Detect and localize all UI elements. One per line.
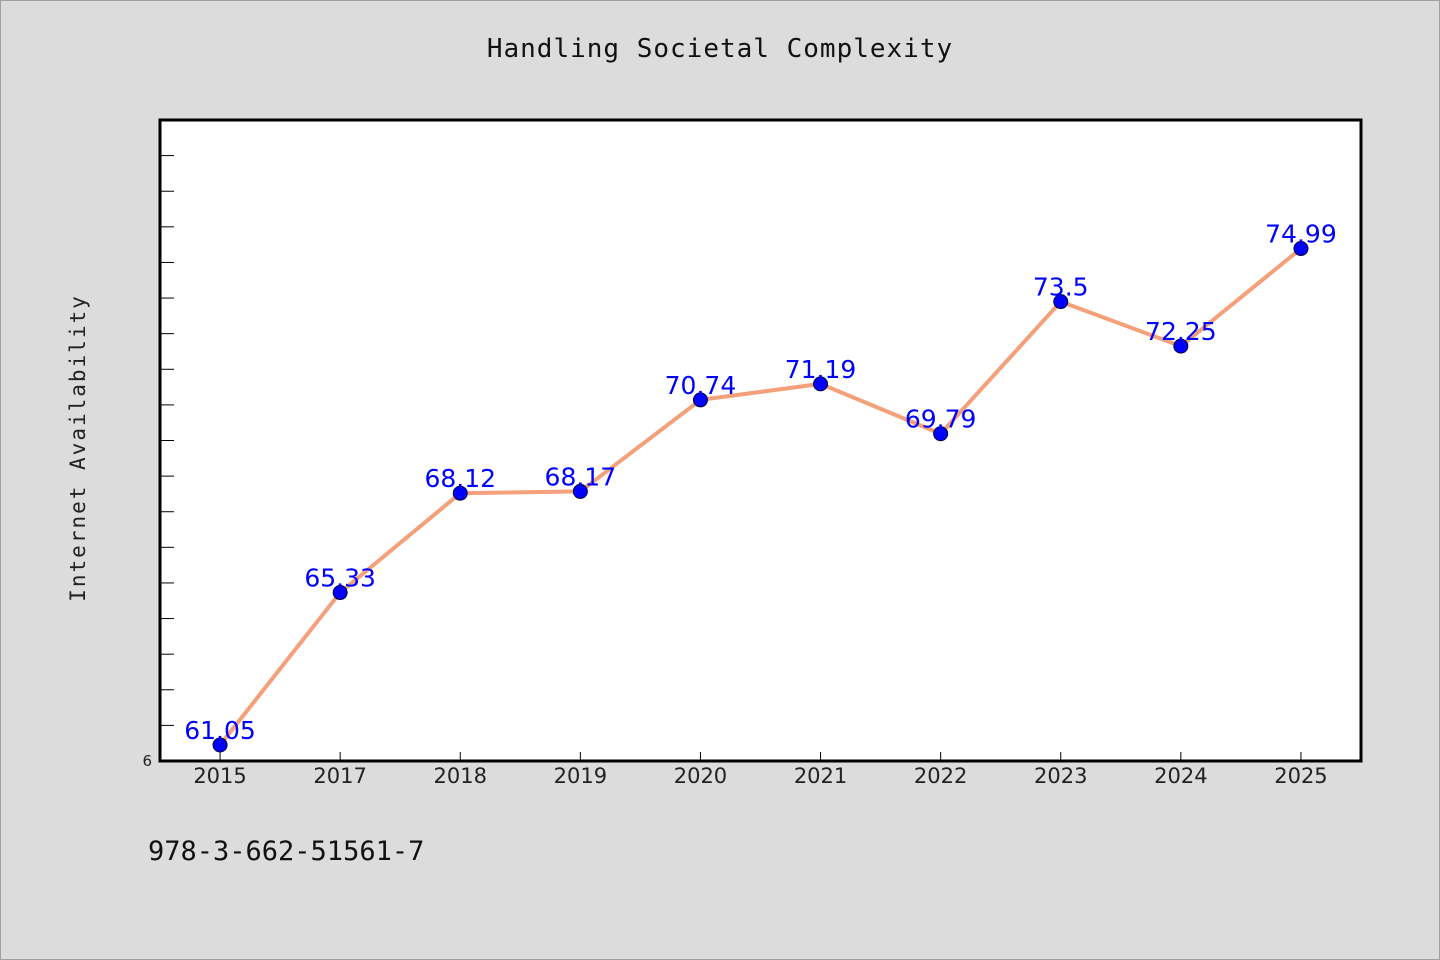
x-tick-label: 2022: [914, 764, 967, 788]
data-point: [1293, 241, 1309, 257]
data-label: 68.17: [545, 462, 617, 491]
x-tick-label: 2023: [1034, 764, 1087, 788]
data-point: [332, 585, 348, 601]
x-tick-label: 2021: [794, 764, 847, 788]
data-label: 61.05: [184, 716, 256, 745]
data-point: [452, 485, 468, 501]
data-label: 68.12: [424, 464, 496, 493]
data-label: 70.74: [665, 371, 737, 400]
data-label: 73.5: [1033, 273, 1089, 302]
x-tick-label: 2020: [674, 764, 727, 788]
data-point: [692, 392, 708, 408]
y-tick-label: 6: [142, 752, 152, 770]
data-label: 74.99: [1265, 220, 1337, 249]
series-line: [218, 247, 1303, 747]
data-point: [813, 376, 829, 392]
data-label: 69.79: [905, 405, 977, 434]
chart-title: Handling Societal Complexity: [486, 34, 954, 64]
x-tick-label: 2025: [1274, 764, 1327, 788]
x-tick-label: 2018: [434, 764, 487, 788]
data-point: [1053, 294, 1069, 310]
data-label: 72.25: [1145, 317, 1217, 346]
data-label: 71.19: [785, 355, 857, 384]
footer-code: 978-3-662-51561-7: [148, 836, 425, 867]
data-point: [933, 426, 949, 442]
data-point: [212, 737, 228, 753]
x-tick-label: 2024: [1154, 764, 1207, 788]
x-tick-label: 2019: [554, 764, 607, 788]
data-label: 65.33: [304, 564, 376, 593]
plot-area: [160, 120, 1361, 761]
plot-border: [158, 118, 1363, 763]
data-point: [572, 483, 588, 499]
data-point: [1173, 338, 1189, 354]
x-tick-label: 2017: [313, 764, 366, 788]
x-tick-label: 2015: [193, 764, 246, 788]
